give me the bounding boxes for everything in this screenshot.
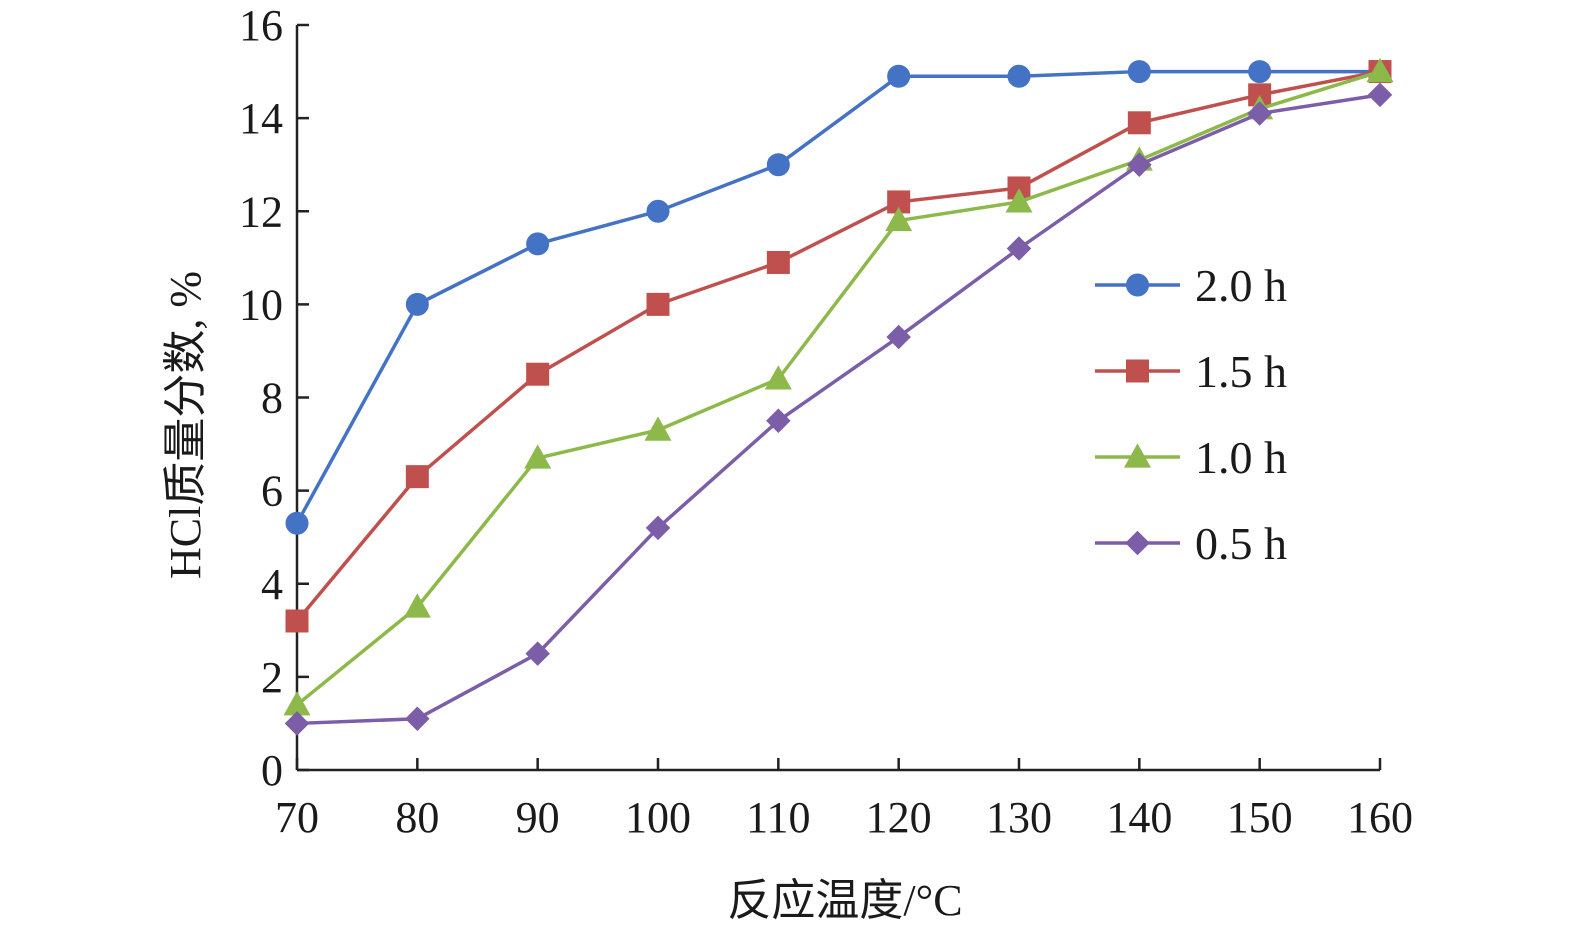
y-tick-label: 16 — [239, 1, 283, 50]
series-group — [283, 57, 1394, 736]
data-point — [1005, 188, 1033, 213]
legend-label: 2.0 h — [1195, 260, 1287, 311]
data-point — [1006, 236, 1032, 261]
legend-label: 1.0 h — [1195, 432, 1287, 483]
data-point — [887, 64, 911, 88]
y-tick-label: 10 — [239, 280, 283, 329]
x-ticks: 70 80 90 100 110 120 130 140 150 160 — [275, 758, 1413, 842]
legend-label: 0.5 h — [1195, 518, 1287, 569]
data-point — [526, 362, 550, 386]
y-tick-label: 12 — [239, 187, 283, 236]
series-2 — [285, 60, 1392, 633]
data-point — [403, 593, 431, 618]
y-axis-title: HCl质量分数, % — [161, 271, 210, 579]
y-tick-label: 6 — [261, 467, 283, 516]
legend-item: 0.5 h — [1095, 518, 1287, 569]
x-tick-label: 70 — [275, 793, 319, 842]
x-axis-title: 反应温度/°C — [727, 876, 962, 925]
data-point — [1247, 101, 1272, 126]
series-line — [295, 69, 1381, 623]
data-point — [766, 408, 791, 434]
data-point — [645, 515, 671, 541]
x-tick-label: 150 — [1227, 793, 1293, 842]
data-point — [525, 641, 550, 666]
y-tick-label: 14 — [239, 94, 283, 143]
data-point — [646, 292, 670, 316]
data-point — [285, 511, 309, 535]
data-point — [524, 444, 552, 469]
legend-marker — [1126, 273, 1149, 297]
legend-marker — [1125, 530, 1150, 556]
data-point — [1127, 60, 1151, 84]
legend-marker — [1124, 443, 1151, 468]
data-point — [285, 609, 309, 633]
data-point — [886, 324, 911, 350]
data-point — [646, 199, 670, 223]
x-tick-label: 110 — [746, 793, 810, 842]
x-tick-label: 80 — [395, 793, 439, 842]
x-tick-label: 160 — [1347, 793, 1413, 842]
data-point — [764, 365, 792, 390]
legend-label: 1.5 h — [1195, 346, 1287, 397]
legend-item: 1.5 h — [1095, 346, 1287, 397]
data-point — [766, 153, 790, 177]
data-point — [885, 206, 913, 232]
data-point — [405, 465, 429, 489]
x-tick-label: 140 — [1106, 793, 1172, 842]
data-point — [1248, 60, 1272, 84]
series-line — [295, 69, 1381, 707]
axes — [295, 25, 1380, 772]
y-tick-label: 0 — [261, 746, 283, 795]
y-tick-label: 8 — [261, 374, 283, 423]
data-point — [1366, 57, 1394, 83]
data-point — [526, 232, 550, 256]
series-1 — [285, 60, 1392, 535]
x-tick-label: 100 — [625, 793, 691, 842]
y-ticks: 0 2 4 6 8 10 12 14 16 — [239, 1, 309, 795]
legend-item: 2.0 h — [1095, 260, 1287, 311]
data-point — [1127, 152, 1152, 177]
data-point — [405, 706, 430, 732]
data-point — [1007, 64, 1031, 88]
x-tick-label: 90 — [516, 793, 560, 842]
data-point — [766, 250, 790, 274]
series-line — [295, 69, 1380, 525]
series-3 — [283, 57, 1394, 716]
x-tick-label: 130 — [986, 793, 1052, 842]
legend-item: 1.0 h — [1095, 432, 1287, 483]
series-line — [296, 93, 1381, 726]
data-point — [1127, 111, 1151, 135]
legend-marker — [1126, 359, 1149, 383]
data-point — [284, 711, 310, 736]
y-tick-label: 2 — [261, 653, 283, 702]
legend: 2.0 h 1.5 h 1.0 h 0.5 h — [1095, 260, 1287, 569]
data-point — [644, 416, 672, 441]
x-tick-label: 120 — [866, 793, 932, 842]
series-4 — [284, 82, 1393, 736]
y-tick-label: 4 — [261, 560, 283, 609]
data-point — [1367, 82, 1393, 108]
data-point — [405, 292, 429, 316]
